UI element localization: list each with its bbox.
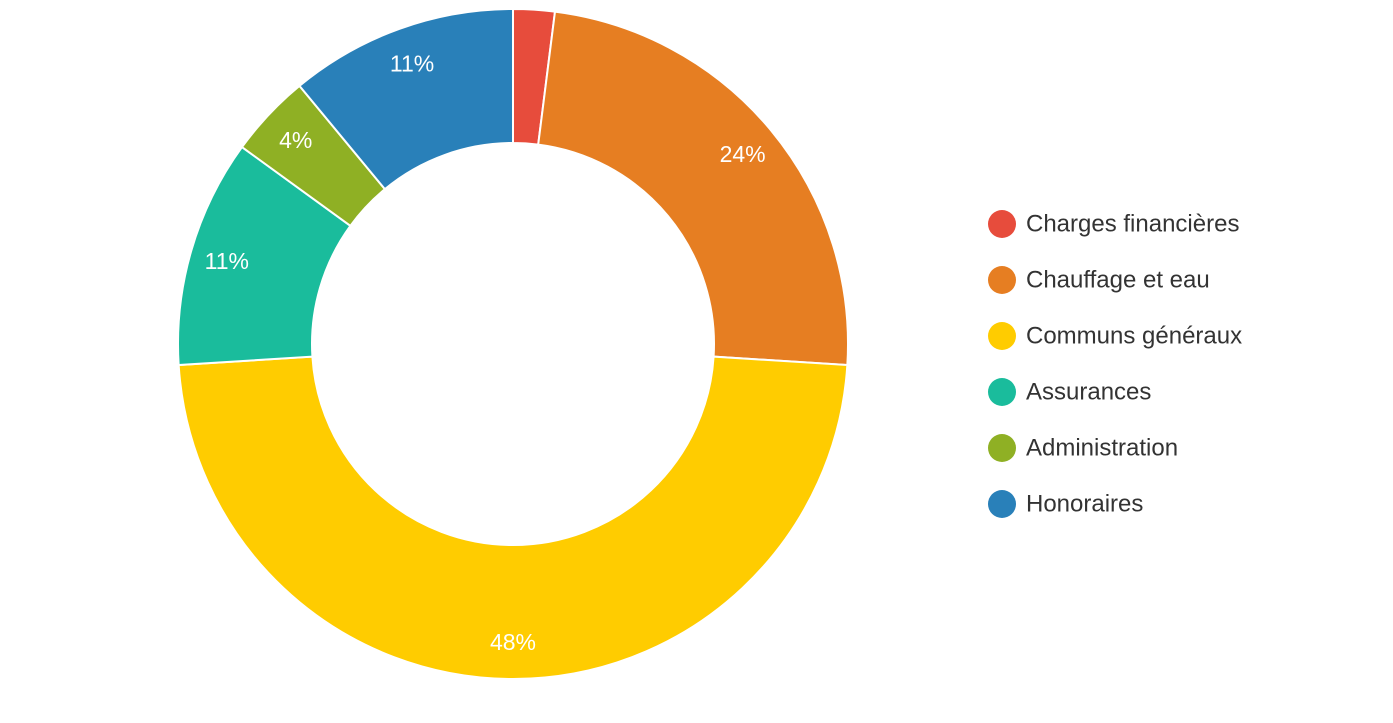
legend-label: Charges financières [1026,211,1239,238]
slice-communs-g-n-raux [177,355,849,680]
legend-marker [988,490,1016,518]
legend-label: Honoraires [1026,491,1143,518]
legend-label: Administration [1026,435,1178,462]
slice-labels-layer: 24% 48% 11% 4% 11% [205,51,766,655]
legend-marker [988,322,1016,350]
slice-chauffage-et-eau [537,10,849,367]
legend-marker [988,210,1016,238]
legend-marker [988,266,1016,294]
legend-item: Communs généraux [988,322,1242,350]
legend-item: Honoraires [988,490,1143,518]
legend: Charges financières Chauffage et eau Commu… [988,210,1242,518]
slice-value-label: 11% [205,248,249,274]
legend-item: Assurances [988,378,1151,406]
slice-value-label: 11% [390,51,434,77]
slice-value-label: 24% [720,141,766,167]
slice-value-label: 4% [279,127,312,153]
slice-value-label: 48% [490,629,536,655]
legend-item: Administration [988,434,1178,462]
legend-label: Assurances [1026,379,1151,406]
slices-layer [177,7,849,680]
legend-item: Charges financières [988,210,1239,238]
slice-honoraires [298,7,514,191]
legend-label: Communs généraux [1026,323,1242,350]
legend-label: Chauffage et eau [1026,267,1210,294]
legend-marker [988,434,1016,462]
legend-marker [988,378,1016,406]
legend-item: Chauffage et eau [988,266,1210,294]
